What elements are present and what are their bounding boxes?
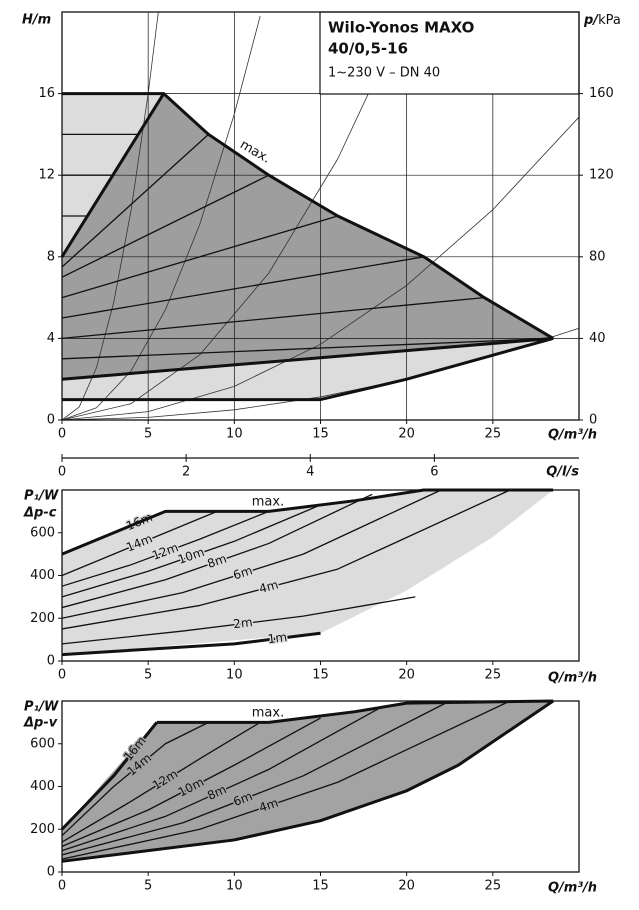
curve xyxy=(61,699,554,863)
operating-area xyxy=(62,490,554,655)
x-axis-label: Q/m³/h xyxy=(548,428,597,443)
curve xyxy=(61,700,511,860)
curve xyxy=(61,596,416,645)
curve xyxy=(61,493,373,609)
y2-axis-label: p/kPa xyxy=(583,13,621,28)
y-axis-label: P₁/W xyxy=(24,489,59,504)
y-tick-label: 600 xyxy=(30,525,55,540)
curve xyxy=(61,174,270,278)
x-tick-label: 5 xyxy=(144,879,152,894)
x-tick-label: 0 xyxy=(58,879,66,894)
x-axis-label: Q/m³/h xyxy=(548,881,597,896)
curve xyxy=(61,116,580,421)
curve xyxy=(61,296,485,340)
curve xyxy=(61,721,209,837)
x-axis-label: Q/m³/h xyxy=(548,671,597,686)
y-axis-sublabel: Δp-v xyxy=(23,716,58,731)
curve xyxy=(61,256,425,319)
y-tick-label: 8 xyxy=(47,249,55,264)
x-tick-label: 20 xyxy=(398,879,415,894)
curve xyxy=(61,215,338,299)
curve xyxy=(61,700,451,856)
annotation: max. xyxy=(252,706,284,721)
x-tick-label: 25 xyxy=(485,427,502,442)
curve xyxy=(61,706,382,852)
chart-subtitle: 40/0,5-16 xyxy=(328,40,408,58)
x-tick-label: 25 xyxy=(485,668,502,683)
curve xyxy=(61,510,218,577)
x-tick-label: 20 xyxy=(398,668,415,683)
curve-label: 4m xyxy=(258,578,280,596)
y-tick-label: 400 xyxy=(30,568,55,583)
curve xyxy=(60,721,158,831)
operating-area xyxy=(62,93,554,380)
chart-title: Wilo-Yonos MAXO xyxy=(328,19,474,37)
x2-tick-label: 2 xyxy=(182,465,190,480)
x2-axis-label: Q/l/s xyxy=(546,465,579,480)
curve xyxy=(61,489,511,630)
curve xyxy=(61,717,321,847)
curve xyxy=(61,336,554,381)
y-tick-label: 600 xyxy=(30,736,55,751)
y-tick-label: 0 xyxy=(47,654,55,669)
curve xyxy=(61,337,554,360)
y2-tick-label: 40 xyxy=(589,331,606,346)
curve xyxy=(61,15,261,421)
operating-area xyxy=(62,701,554,862)
x-tick-label: 0 xyxy=(58,668,66,683)
x-tick-label: 20 xyxy=(398,427,415,442)
x2-tick-label: 0 xyxy=(58,465,66,480)
curve xyxy=(61,489,442,619)
y-tick-label: 4 xyxy=(47,331,55,346)
x-tick-label: 15 xyxy=(312,668,329,683)
curve xyxy=(62,336,554,402)
curve-label: 2m xyxy=(232,615,253,631)
curve-label: 4m xyxy=(257,796,280,815)
x-tick-label: 10 xyxy=(226,879,243,894)
curve xyxy=(61,721,261,843)
y2-tick-label: 0 xyxy=(589,413,597,428)
x2-tick-label: 4 xyxy=(306,465,314,480)
curve xyxy=(61,11,408,421)
y-axis-label: H/m xyxy=(22,13,51,28)
curve xyxy=(61,510,270,587)
y2-tick-label: 80 xyxy=(589,249,606,264)
title-box xyxy=(319,11,580,95)
curve xyxy=(60,92,554,340)
curve-label: 1m xyxy=(267,630,288,646)
x-tick-label: 5 xyxy=(144,427,152,442)
y-axis-label: P₁/W xyxy=(24,700,59,715)
x-tick-label: 0 xyxy=(58,427,66,442)
y2-tick-label: 120 xyxy=(589,168,614,183)
x-tick-label: 10 xyxy=(226,668,243,683)
chart-note: 1~230 V – DN 40 xyxy=(328,66,440,81)
curve xyxy=(156,699,554,724)
annotation: max. xyxy=(252,495,284,510)
y-tick-label: 200 xyxy=(30,611,55,626)
y-tick-label: 0 xyxy=(47,413,55,428)
y-tick-label: 0 xyxy=(47,865,55,880)
x-tick-label: 15 xyxy=(312,879,329,894)
y-tick-label: 16 xyxy=(38,86,55,101)
y-tick-label: 200 xyxy=(30,822,55,837)
y-tick-label: 400 xyxy=(30,779,55,794)
curve xyxy=(61,504,321,598)
x-tick-label: 25 xyxy=(485,879,502,894)
y2-tick-label: 160 xyxy=(589,86,614,101)
y2-axis-label-prefix: p/ xyxy=(583,13,599,28)
curve xyxy=(61,133,209,268)
y2-axis-label-unit: kPa xyxy=(598,13,621,28)
y-axis-sublabel: Δp-c xyxy=(23,506,57,521)
curve xyxy=(61,631,321,657)
x-tick-label: 15 xyxy=(312,427,329,442)
x-tick-label: 5 xyxy=(144,668,152,683)
y-tick-label: 12 xyxy=(38,168,55,183)
x-tick-label: 10 xyxy=(226,427,243,442)
x2-tick-label: 6 xyxy=(430,465,438,480)
